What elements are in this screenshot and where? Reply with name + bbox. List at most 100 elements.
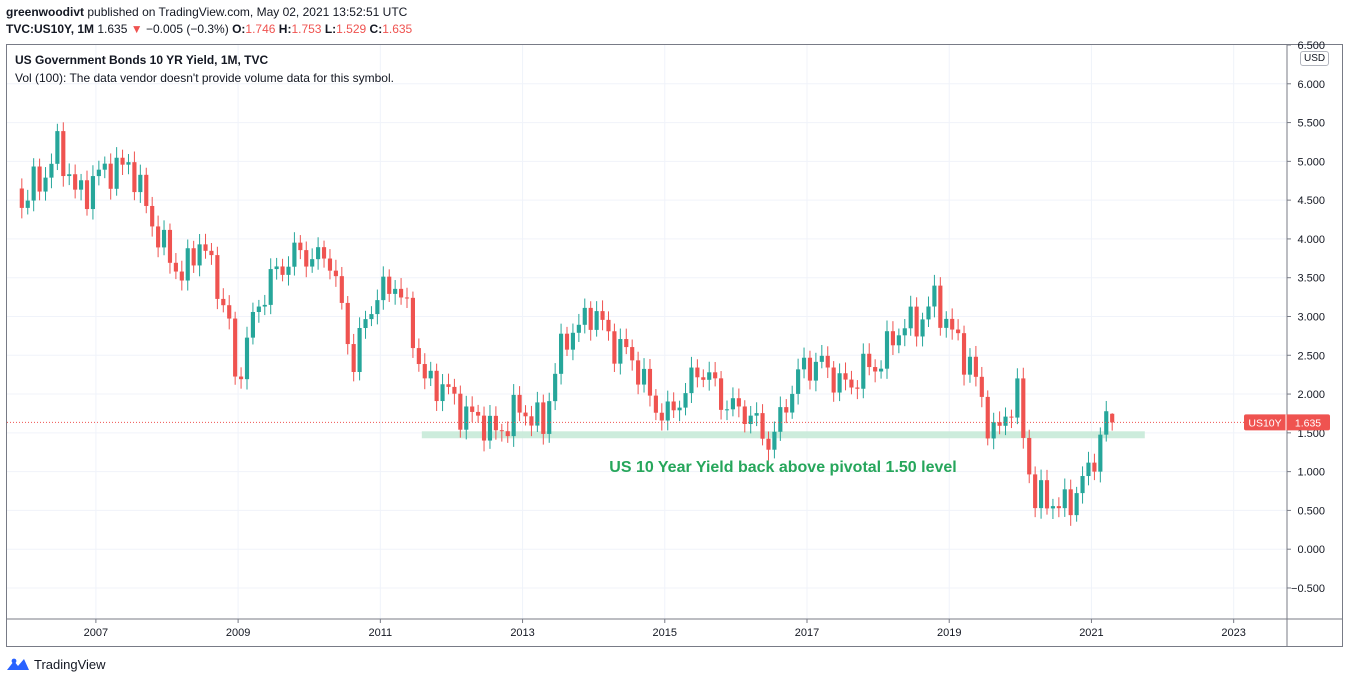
candle-body bbox=[790, 393, 795, 413]
candle-body bbox=[760, 413, 765, 439]
candle-body bbox=[476, 411, 481, 416]
candle-body bbox=[61, 131, 66, 177]
candle-body bbox=[707, 372, 712, 380]
candle-body bbox=[357, 328, 362, 372]
candle-body bbox=[914, 306, 919, 337]
y-tick-label: 6.000 bbox=[1297, 79, 1325, 91]
candle-body bbox=[529, 416, 534, 426]
candle-body bbox=[849, 379, 854, 388]
candle-body bbox=[203, 244, 208, 251]
candle-body bbox=[547, 401, 552, 434]
y-tick-label: 4.000 bbox=[1297, 234, 1325, 246]
candle-body bbox=[428, 370, 433, 379]
candle-body bbox=[944, 318, 949, 328]
candle-body bbox=[464, 406, 469, 430]
candle-body bbox=[84, 180, 90, 210]
currency-button[interactable]: USD bbox=[1300, 51, 1330, 66]
candle-body bbox=[683, 393, 688, 408]
candle-body bbox=[967, 356, 973, 375]
x-tick-label: 2015 bbox=[653, 627, 677, 639]
y-tick-label: 2.000 bbox=[1297, 389, 1325, 401]
open-value: 1.746 bbox=[245, 22, 276, 36]
candle-body bbox=[1110, 413, 1115, 423]
candle-body bbox=[150, 205, 155, 227]
candle-body bbox=[950, 318, 955, 330]
candle-body bbox=[43, 177, 48, 192]
candle-body bbox=[215, 255, 220, 299]
candle-body bbox=[890, 331, 895, 346]
candle-body bbox=[606, 319, 611, 332]
close-label: C: bbox=[369, 22, 383, 36]
candle-body bbox=[250, 311, 255, 338]
candle-body bbox=[262, 304, 267, 307]
x-tick-label: 2021 bbox=[1079, 627, 1103, 639]
candle-body bbox=[938, 285, 943, 328]
candle-body bbox=[470, 406, 475, 412]
candle-body bbox=[701, 377, 706, 380]
candle-body bbox=[796, 369, 801, 394]
series-legend-title[interactable]: US Government Bonds 10 YR Yield, 1M, TVC bbox=[15, 53, 269, 67]
candle-body bbox=[713, 372, 718, 379]
candle-body bbox=[778, 407, 783, 432]
candle-body bbox=[695, 367, 700, 378]
candle-body bbox=[1098, 434, 1103, 472]
candle-body bbox=[843, 373, 848, 380]
candle-body bbox=[641, 368, 647, 385]
candle-body bbox=[422, 364, 427, 379]
y-tick-label: 0.000 bbox=[1297, 544, 1325, 556]
candle-body bbox=[410, 297, 415, 349]
last-price: 1.635 bbox=[97, 22, 128, 36]
low-label: L: bbox=[324, 22, 337, 36]
candle-body bbox=[393, 288, 398, 294]
candle-body bbox=[784, 407, 789, 413]
candle-body bbox=[304, 250, 309, 267]
candle-body bbox=[381, 276, 386, 301]
candle-body bbox=[446, 384, 451, 387]
candle-body bbox=[1050, 506, 1055, 509]
x-tick-label: 2009 bbox=[226, 627, 250, 639]
candle-body bbox=[185, 248, 190, 281]
candle-body bbox=[274, 266, 279, 270]
candle-body bbox=[873, 367, 878, 372]
candle-body bbox=[1074, 493, 1079, 516]
candle-body bbox=[481, 415, 487, 441]
candle-body bbox=[630, 347, 635, 361]
tradingview-logo[interactable]: TradingView bbox=[6, 656, 106, 672]
candle-body bbox=[167, 229, 173, 263]
candle-body bbox=[369, 314, 374, 320]
candle-body bbox=[961, 333, 967, 375]
candle-body bbox=[588, 307, 593, 330]
high-value: 1.753 bbox=[291, 22, 322, 36]
candle-body bbox=[96, 169, 101, 177]
candle-body bbox=[736, 398, 741, 407]
candle-body bbox=[1027, 437, 1032, 475]
candle-body bbox=[144, 174, 149, 206]
candle-body bbox=[49, 163, 54, 178]
candle-body bbox=[1104, 411, 1109, 435]
candle-body bbox=[434, 370, 439, 402]
candle-body bbox=[932, 285, 937, 307]
candle-body bbox=[1009, 416, 1014, 418]
candle-body bbox=[209, 250, 214, 256]
candle-body bbox=[387, 276, 392, 294]
candle-body bbox=[908, 306, 913, 329]
candle-body bbox=[754, 413, 759, 416]
candle-body bbox=[416, 348, 421, 365]
candle-body bbox=[867, 353, 872, 368]
candle-body bbox=[671, 401, 676, 411]
candle-body bbox=[191, 248, 196, 266]
candle-body bbox=[612, 331, 617, 364]
candle-body bbox=[801, 357, 807, 370]
author-name[interactable]: greenwoodivt bbox=[6, 5, 85, 19]
close-value: 1.635 bbox=[382, 22, 413, 36]
candle-body bbox=[677, 407, 682, 411]
y-tick-label: 6.500 bbox=[1297, 40, 1325, 52]
candle-body bbox=[819, 355, 824, 362]
candle-body bbox=[559, 333, 564, 374]
y-tick-label: 1.500 bbox=[1297, 428, 1325, 440]
candle-body bbox=[902, 328, 907, 336]
candle-body bbox=[837, 373, 842, 393]
candle-body bbox=[161, 229, 167, 248]
candle-body bbox=[227, 305, 232, 319]
